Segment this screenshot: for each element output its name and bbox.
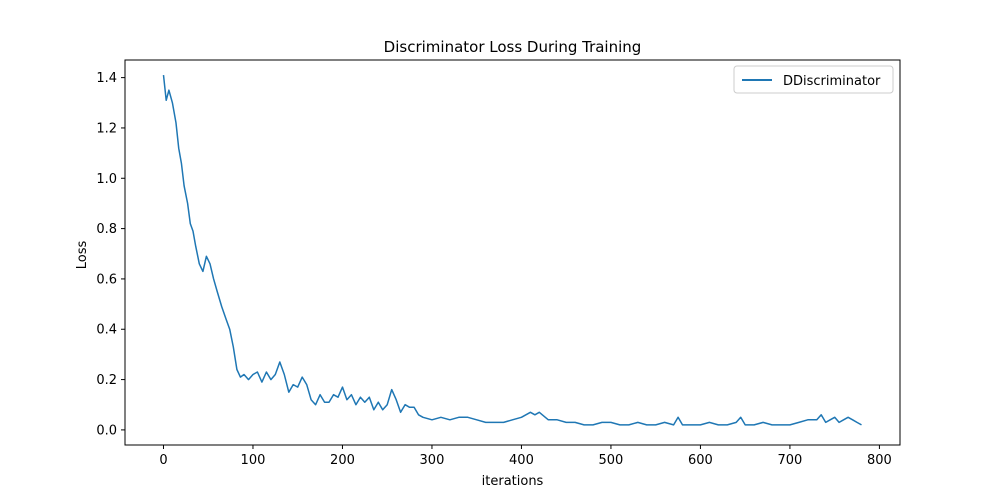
- x-tick-label: 200: [330, 453, 355, 468]
- y-tick-label: 1.0: [96, 172, 117, 187]
- x-tick-label: 400: [509, 453, 534, 468]
- plot-area: [124, 59, 901, 446]
- y-tick-label: 1.4: [96, 71, 117, 86]
- y-tick-label: 0.2: [96, 373, 117, 388]
- x-tick-label: 600: [688, 453, 713, 468]
- x-tick-label: 300: [420, 453, 445, 468]
- chart-title: Discriminator Loss During Training: [384, 38, 642, 56]
- series-line-discriminator: [162, 75, 862, 426]
- x-tick-label: 0: [159, 453, 167, 468]
- y-tick-label: 0.8: [96, 222, 117, 237]
- x-axis: 0 100 200 300 400 500 600 700 800: [159, 445, 892, 468]
- y-tick-label: 0.6: [96, 272, 117, 287]
- legend-label: DDiscriminator: [783, 74, 881, 89]
- x-tick-label: 500: [599, 453, 624, 468]
- x-tick-label: 700: [778, 453, 803, 468]
- y-tick-label: 0.4: [96, 323, 117, 338]
- y-tick-label: 1.2: [96, 121, 117, 136]
- plot-frame: [124, 59, 901, 446]
- legend: DDiscriminator: [733, 65, 894, 94]
- x-axis-title: iterations: [482, 474, 544, 489]
- y-axis: 0.0 0.2 0.4 0.6 0.8 1.0 1.2 1.4: [96, 71, 125, 438]
- x-tick-label: 100: [241, 453, 266, 468]
- y-tick-label: 0.0: [96, 423, 117, 438]
- legend-frame: [733, 65, 894, 94]
- x-tick-label: 800: [867, 453, 892, 468]
- y-axis-title: Loss: [75, 241, 90, 270]
